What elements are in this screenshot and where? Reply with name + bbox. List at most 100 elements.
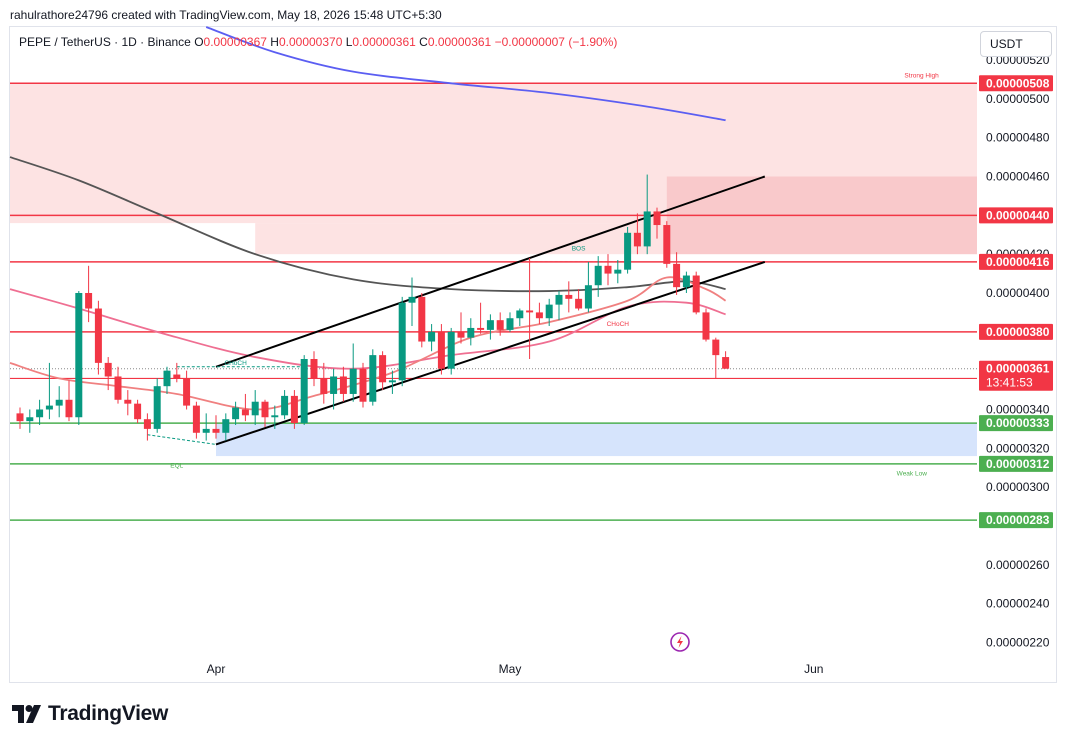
candle-up[interactable]: [447, 327, 455, 375]
candle-up[interactable]: [75, 291, 83, 426]
candle-up[interactable]: [26, 409, 34, 433]
candle-down[interactable]: [192, 401, 200, 439]
candle-down[interactable]: [673, 252, 681, 295]
candle-body: [16, 413, 24, 422]
price-level-badge[interactable]: 0.00000283: [979, 512, 1053, 529]
candle-up[interactable]: [643, 174, 651, 255]
candle-down[interactable]: [702, 308, 710, 342]
candle-up[interactable]: [408, 277, 416, 326]
candle-body: [673, 263, 681, 288]
candle-down[interactable]: [320, 362, 328, 404]
moving-average-line[interactable]: [9, 288, 726, 370]
candle-down[interactable]: [134, 399, 142, 424]
candle-up[interactable]: [251, 390, 259, 426]
candle-down[interactable]: [663, 221, 671, 268]
tradingview-logo[interactable]: TradingView: [12, 702, 168, 726]
candle-body: [124, 399, 132, 404]
candle-body: [202, 428, 210, 433]
price-level-badge[interactable]: 0.00000416: [979, 253, 1053, 270]
candle-up[interactable]: [398, 296, 406, 387]
candle-down[interactable]: [565, 281, 573, 313]
price-level-badge[interactable]: 0.00000440: [979, 207, 1053, 224]
candle-up[interactable]: [506, 312, 514, 332]
candle-up[interactable]: [614, 259, 622, 284]
candle-down[interactable]: [94, 300, 102, 375]
candle-up[interactable]: [330, 368, 338, 410]
candle-up[interactable]: [232, 401, 240, 426]
candle-up[interactable]: [428, 324, 436, 352]
candle-down[interactable]: [65, 380, 73, 422]
candle-up[interactable]: [222, 413, 230, 441]
moving-average-line[interactable]: [9, 156, 726, 293]
candle-down[interactable]: [692, 271, 700, 315]
candle-down[interactable]: [124, 390, 132, 416]
candle-body: [418, 296, 426, 342]
price-level-badge[interactable]: 0.00000508: [979, 75, 1053, 92]
channel-upper-line[interactable]: [215, 175, 766, 368]
candle-down[interactable]: [114, 366, 122, 404]
moving-average-line[interactable]: [205, 26, 726, 122]
candle-up[interactable]: [163, 366, 171, 394]
candle-down[interactable]: [477, 302, 485, 334]
candle-down[interactable]: [633, 213, 641, 255]
symbol-name[interactable]: PEPE / TetherUS · 1D · Binance: [19, 35, 191, 49]
candle-up[interactable]: [36, 399, 44, 426]
candle-down[interactable]: [183, 370, 191, 410]
price-level-badge[interactable]: 0.00000312: [979, 455, 1053, 472]
candle-down[interactable]: [104, 357, 112, 391]
price-level-badge[interactable]: 0.00000333: [979, 415, 1053, 432]
candle-up[interactable]: [153, 378, 161, 433]
candle-down[interactable]: [437, 324, 445, 375]
candle-down[interactable]: [526, 258, 534, 360]
candle-down[interactable]: [310, 351, 318, 387]
candle-down[interactable]: [212, 415, 220, 439]
candle-down[interactable]: [85, 265, 93, 323]
candle-up[interactable]: [555, 291, 563, 321]
candle-down[interactable]: [339, 366, 347, 402]
candle-body: [584, 285, 592, 309]
candle-down[interactable]: [173, 362, 181, 383]
candle-down[interactable]: [535, 302, 543, 325]
candle-body: [359, 368, 367, 402]
candle-down[interactable]: [457, 312, 465, 344]
candle-up[interactable]: [55, 386, 63, 418]
candle-down[interactable]: [261, 399, 269, 427]
candle-down[interactable]: [418, 292, 426, 348]
candle-down[interactable]: [604, 254, 612, 286]
candle-up[interactable]: [349, 343, 357, 402]
candle-up[interactable]: [467, 318, 475, 346]
candle-up[interactable]: [281, 390, 289, 420]
candle-body: [702, 312, 710, 340]
candle-down[interactable]: [241, 393, 249, 422]
candle-up[interactable]: [682, 271, 690, 293]
candle-up[interactable]: [369, 349, 377, 406]
candle-down[interactable]: [722, 351, 730, 369]
price-level-badge[interactable]: 0.00000380: [979, 323, 1053, 340]
candle-up[interactable]: [486, 314, 494, 340]
candle-up[interactable]: [516, 308, 524, 326]
candle-down[interactable]: [143, 413, 151, 441]
candle-up[interactable]: [300, 355, 308, 426]
candle-up[interactable]: [545, 298, 553, 326]
candle-up[interactable]: [388, 370, 396, 394]
candle-down[interactable]: [575, 289, 583, 311]
candle-up[interactable]: [45, 362, 53, 420]
candle-down[interactable]: [712, 337, 720, 379]
candle-down[interactable]: [379, 351, 387, 391]
currency-selector[interactable]: USDT: [980, 31, 1052, 57]
candle-down[interactable]: [359, 362, 367, 408]
candle-up[interactable]: [624, 226, 632, 274]
candle-down[interactable]: [16, 407, 24, 429]
replay-icon[interactable]: [670, 632, 690, 652]
candle-down[interactable]: [290, 390, 298, 429]
channel-lower-line[interactable]: [215, 260, 766, 446]
candle-down[interactable]: [496, 312, 504, 336]
candle-up[interactable]: [271, 405, 279, 429]
candle-up[interactable]: [202, 413, 210, 441]
candle-up[interactable]: [584, 261, 592, 313]
candle-up[interactable]: [594, 256, 602, 297]
candle-down[interactable]: [653, 207, 661, 239]
candle-body: [682, 275, 690, 288]
